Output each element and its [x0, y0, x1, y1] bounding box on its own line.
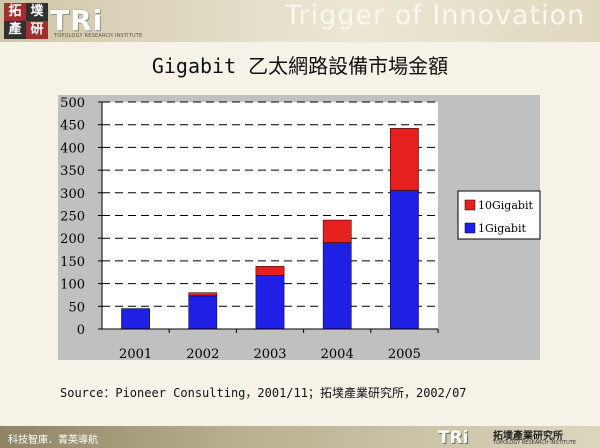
logo-char: 拓 — [4, 3, 26, 21]
x-tick-label: 2003 — [253, 347, 286, 362]
footer-org-subtitle: TOPOLOGY RESEARCH INSTITUTE — [493, 440, 577, 446]
x-tick-label: 2002 — [186, 347, 219, 362]
logo-char: 研 — [26, 21, 48, 39]
y-tick-label: 50 — [68, 300, 85, 315]
x-tick-label: 2005 — [388, 347, 421, 362]
bar-10gigabit-2003 — [255, 266, 285, 276]
y-tick-label: 250 — [60, 210, 85, 225]
logo-icon: 拓 墣 產 研 — [4, 3, 48, 39]
source-note: Source：Pioneer Consulting，2001/11；拓墣產業研究… — [60, 386, 467, 400]
bar-10gigabit-2004 — [322, 219, 352, 243]
logo-char: 產 — [4, 21, 26, 39]
logo-subtitle: TOPOLOGY RESEARCH INSTITUTE — [54, 33, 143, 39]
logo-char: 墣 — [26, 3, 48, 21]
legend-label-10gigabit: 10Gigabit — [478, 199, 533, 212]
footer-banner: 科技智庫．菁英導航 TRi 拓墣產業研究所 TOPOLOGY RESEARCH … — [0, 426, 600, 448]
x-tick-label: 2004 — [321, 347, 354, 362]
bar-1gigabit-2002 — [188, 295, 218, 330]
bar-10gigabit-2002 — [188, 292, 218, 297]
bar-1gigabit-2005 — [390, 190, 419, 330]
bar-1gigabit-2004 — [322, 242, 352, 330]
bar-1gigabit-2003 — [255, 275, 285, 330]
footer-logo: TRi — [438, 428, 469, 448]
logo-wordmark: TRi — [50, 4, 104, 37]
footer-slogan: 科技智庫．菁英導航 — [8, 435, 98, 446]
y-tick-label: 450 — [60, 119, 85, 134]
chart-title: Gigabit 乙太網路設備市場金額 — [151, 54, 449, 78]
x-tick-label: 2001 — [119, 347, 152, 362]
tagline: Trigger of Innovation — [285, 0, 586, 31]
header-banner: 拓 墣 產 研 TRi TOPOLOGY RESEARCH INSTITUTE … — [0, 0, 600, 42]
legend-label-1gigabit: 1Gigabit — [478, 222, 526, 235]
legend: 10Gigabit 1Gigabit — [457, 190, 541, 240]
legend-swatch-1gigabit — [464, 222, 476, 234]
y-tick-label: 150 — [60, 255, 85, 270]
y-tick-label: 400 — [60, 141, 85, 156]
footer-org-name: 拓墣產業研究所 — [493, 431, 563, 442]
y-tick-label: 100 — [60, 278, 85, 293]
y-tick-label: 200 — [60, 232, 85, 247]
bar-1gigabit-2001 — [121, 308, 150, 330]
y-tick-label: 500 — [60, 96, 85, 111]
y-tick-label: 350 — [60, 164, 85, 179]
y-tick-label: 0 — [77, 323, 85, 338]
legend-swatch-10gigabit — [464, 199, 476, 211]
y-tick-label: 300 — [60, 187, 85, 202]
bar-10gigabit-2005 — [390, 128, 419, 191]
